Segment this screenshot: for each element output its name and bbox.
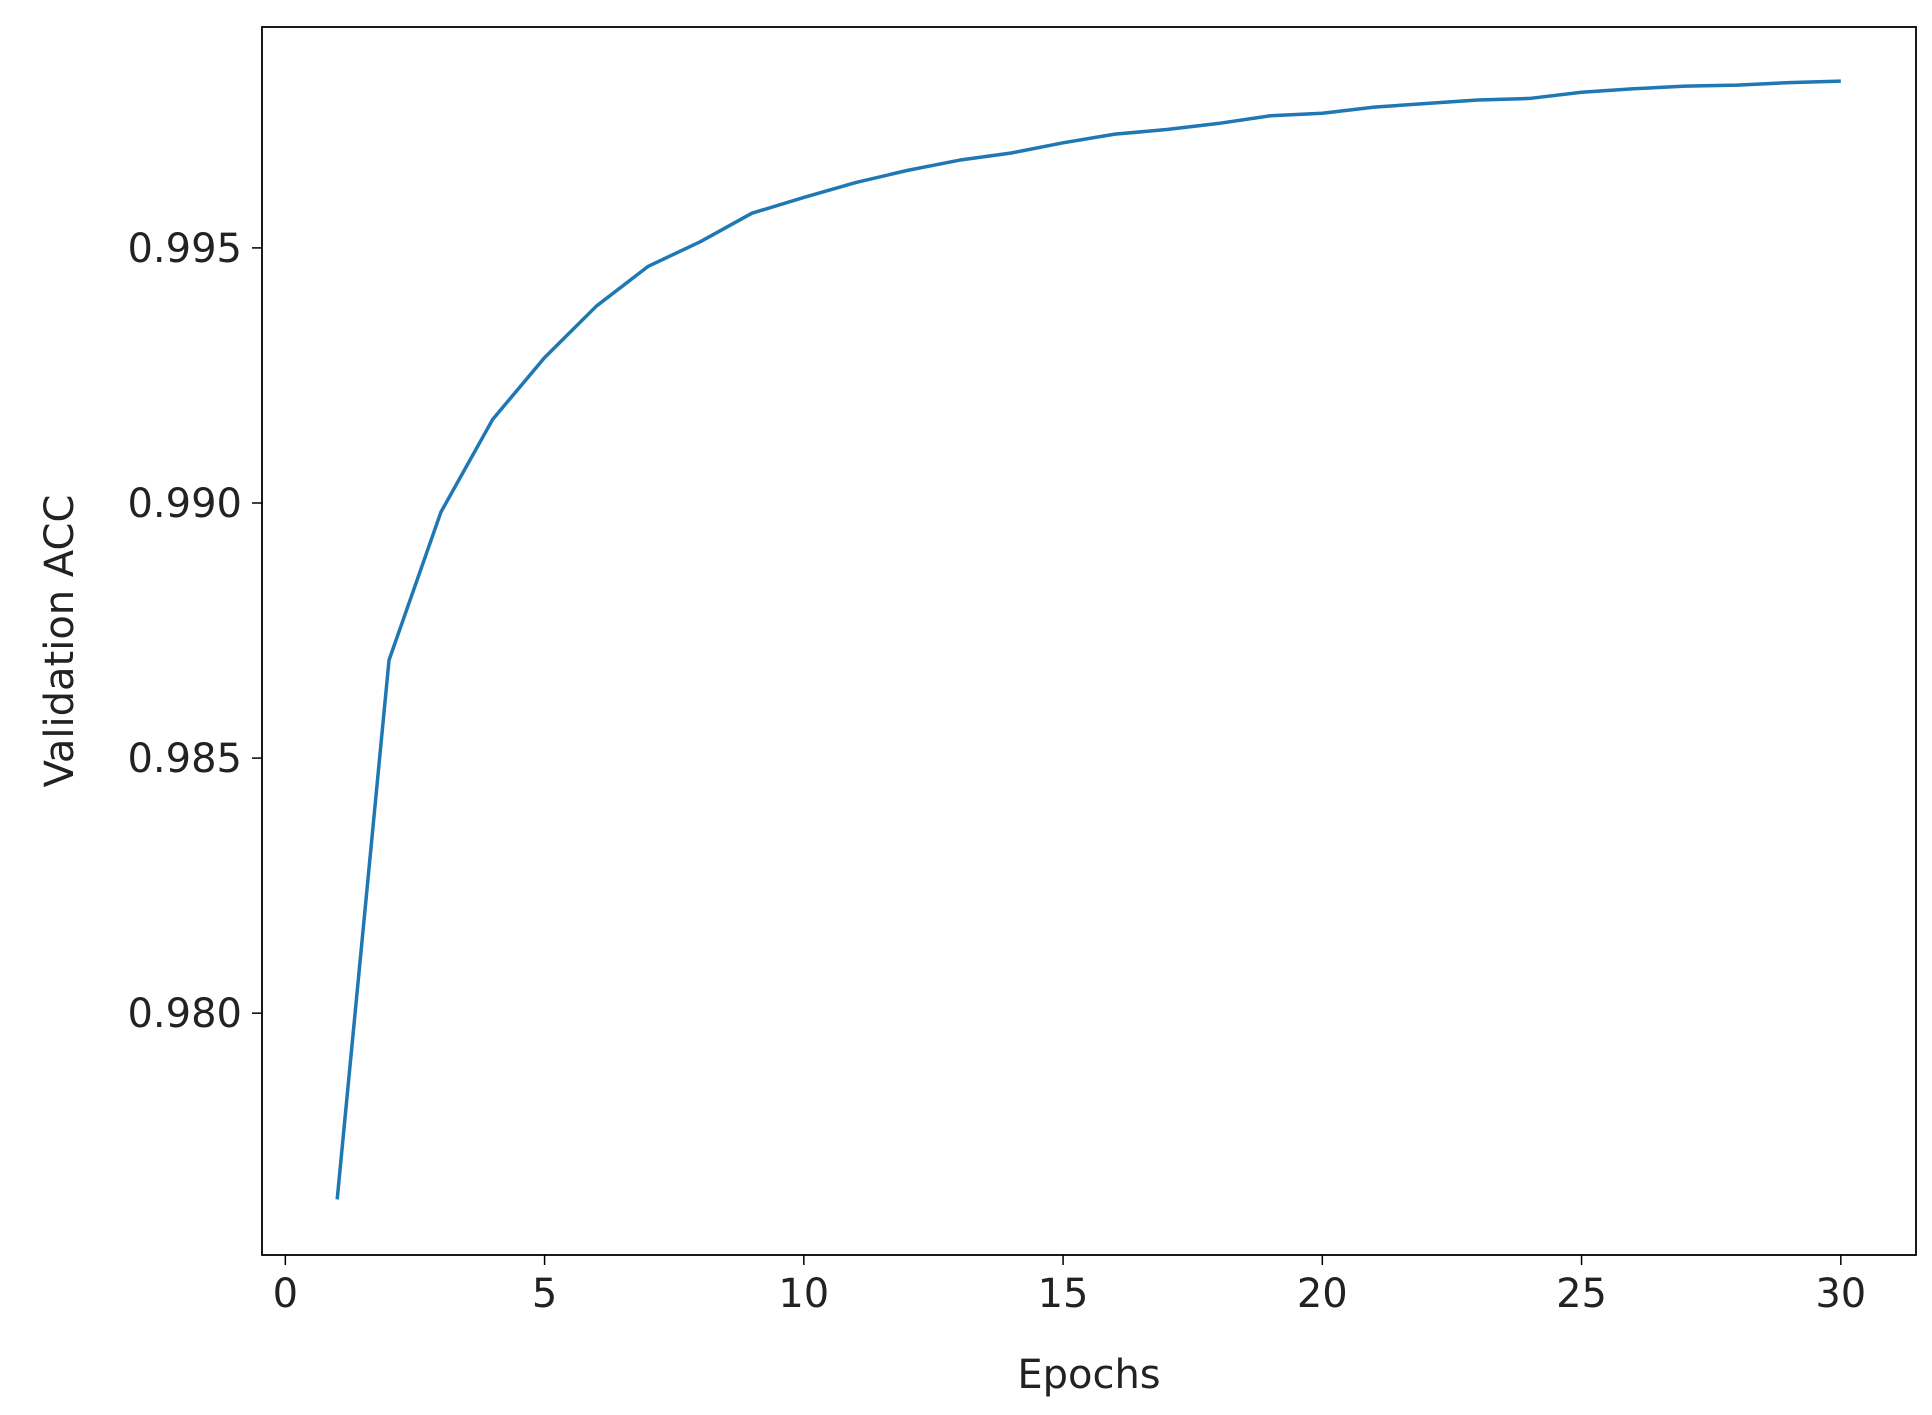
y-tick-label: 0.985	[127, 736, 242, 782]
x-tick-label: 30	[1815, 1271, 1866, 1317]
y-tick-label: 0.990	[127, 481, 242, 527]
data-line	[335, 79, 1841, 1200]
y-tick-label: 0.980	[127, 991, 242, 1037]
x-tick-label: 5	[532, 1271, 557, 1317]
x-axis-label: Epochs	[1017, 1352, 1160, 1398]
x-tick-label: 0	[273, 1271, 298, 1317]
x-tick-label: 10	[778, 1271, 829, 1317]
x-tick-label: 20	[1297, 1271, 1348, 1317]
plot-frame	[261, 26, 1917, 1256]
y-tick-label: 0.995	[127, 226, 242, 272]
x-tick-label: 25	[1556, 1271, 1607, 1317]
x-tick-label: 15	[1038, 1271, 1089, 1317]
y-axis-label: Validation ACC	[37, 495, 83, 788]
